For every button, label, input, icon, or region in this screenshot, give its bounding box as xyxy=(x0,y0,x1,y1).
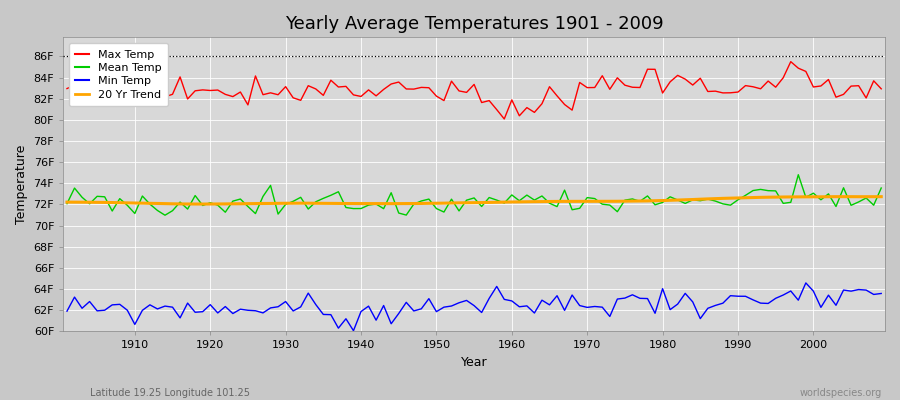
X-axis label: Year: Year xyxy=(461,356,488,369)
Y-axis label: Temperature: Temperature xyxy=(15,145,28,224)
Title: Yearly Average Temperatures 1901 - 2009: Yearly Average Temperatures 1901 - 2009 xyxy=(284,15,663,33)
Text: worldspecies.org: worldspecies.org xyxy=(800,388,882,398)
Text: Latitude 19.25 Longitude 101.25: Latitude 19.25 Longitude 101.25 xyxy=(90,388,250,398)
Legend: Max Temp, Mean Temp, Min Temp, 20 Yr Trend: Max Temp, Mean Temp, Min Temp, 20 Yr Tre… xyxy=(68,43,168,106)
